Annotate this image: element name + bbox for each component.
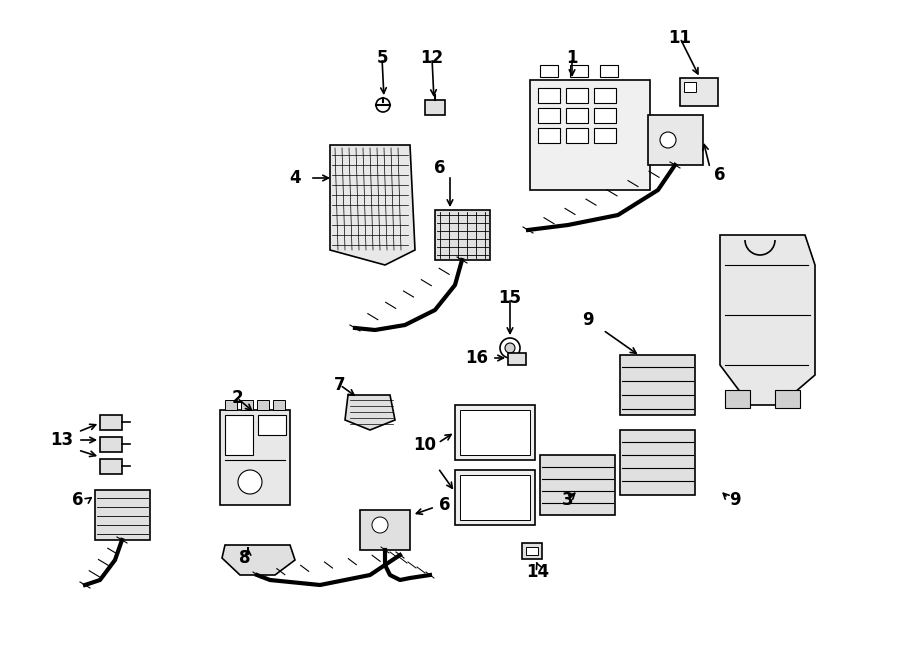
Bar <box>594 128 616 143</box>
Bar <box>684 82 696 92</box>
Bar <box>522 543 542 559</box>
Circle shape <box>372 517 388 533</box>
Circle shape <box>238 470 262 494</box>
Bar <box>538 88 560 103</box>
Bar <box>594 88 616 103</box>
Bar <box>225 400 237 410</box>
Bar <box>220 410 290 505</box>
Bar <box>273 400 285 410</box>
Bar <box>540 455 615 515</box>
Text: 6: 6 <box>72 491 84 509</box>
Bar <box>225 415 253 455</box>
Bar <box>620 355 695 415</box>
Bar <box>570 65 588 77</box>
Bar <box>526 547 538 555</box>
Text: 15: 15 <box>499 289 521 307</box>
Bar <box>600 65 618 77</box>
Bar <box>538 108 560 123</box>
Bar <box>648 115 703 165</box>
Bar <box>460 410 530 455</box>
Text: 8: 8 <box>239 549 251 567</box>
Bar <box>258 415 286 435</box>
Bar <box>100 415 122 430</box>
Text: 6: 6 <box>715 166 725 184</box>
Bar <box>95 490 150 540</box>
Circle shape <box>660 132 676 148</box>
Bar <box>725 390 750 408</box>
Circle shape <box>376 98 390 112</box>
Bar <box>594 108 616 123</box>
Polygon shape <box>222 545 295 575</box>
Text: 5: 5 <box>376 49 388 67</box>
Text: 16: 16 <box>465 349 489 367</box>
Polygon shape <box>720 235 815 405</box>
Text: 7: 7 <box>334 376 346 394</box>
FancyBboxPatch shape <box>530 80 650 190</box>
Text: 6: 6 <box>434 159 446 177</box>
Bar <box>566 88 588 103</box>
Bar <box>435 210 490 260</box>
Bar <box>508 353 526 365</box>
Text: 12: 12 <box>420 49 444 67</box>
Bar <box>241 400 253 410</box>
Text: 9: 9 <box>582 311 594 329</box>
Bar <box>620 430 695 495</box>
Text: 1: 1 <box>566 49 578 67</box>
Bar <box>538 128 560 143</box>
Bar <box>360 510 410 550</box>
Text: 14: 14 <box>526 563 550 581</box>
Circle shape <box>500 338 520 358</box>
Bar <box>540 65 558 77</box>
Bar <box>455 470 535 525</box>
Bar <box>566 108 588 123</box>
Bar <box>680 78 718 106</box>
Bar <box>257 400 269 410</box>
Bar <box>100 437 122 452</box>
Text: 2: 2 <box>231 389 243 407</box>
Bar <box>100 459 122 474</box>
Bar <box>566 128 588 143</box>
Text: 9: 9 <box>729 491 741 509</box>
Text: 6: 6 <box>439 496 451 514</box>
Polygon shape <box>345 395 395 430</box>
Polygon shape <box>330 145 415 265</box>
Bar <box>460 475 530 520</box>
Text: 3: 3 <box>562 491 574 509</box>
Bar <box>455 405 535 460</box>
Bar <box>775 390 800 408</box>
Text: 13: 13 <box>50 431 74 449</box>
Text: 10: 10 <box>413 436 436 454</box>
Text: 11: 11 <box>669 29 691 47</box>
Text: 4: 4 <box>289 169 301 187</box>
Circle shape <box>505 343 515 353</box>
Bar <box>425 100 445 115</box>
